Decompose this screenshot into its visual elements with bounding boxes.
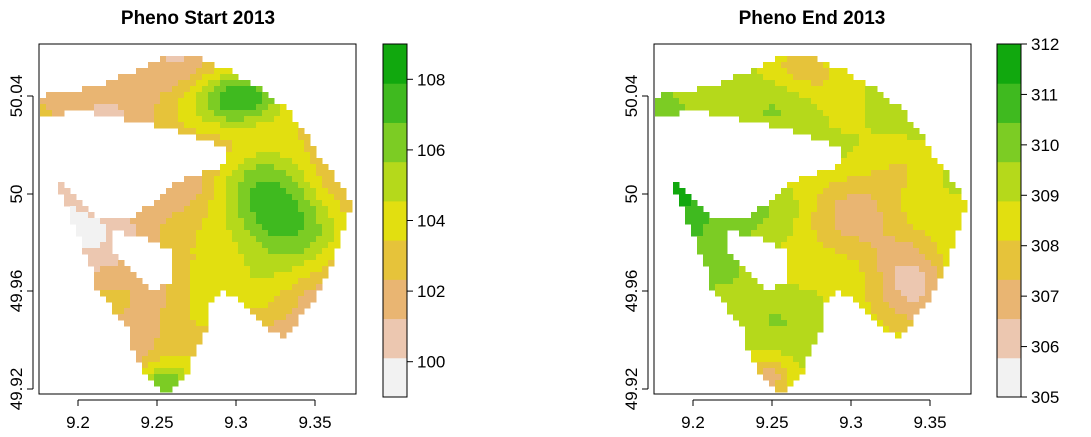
legend-tick-label: 312 [1031, 35, 1059, 54]
legend-color-band [383, 122, 407, 163]
color-legend: 100 102 104 106 108 [382, 43, 445, 398]
plot-frame [38, 43, 357, 395]
legend-color-band [997, 44, 1021, 84]
y-tick-label: 50.04 [622, 75, 641, 118]
x-tick-label: 9.2 [66, 413, 90, 432]
legend-color-band [383, 200, 407, 241]
legend-frame [996, 43, 1022, 398]
legend-color-band [383, 318, 407, 359]
x-tick-label: 9.25 [140, 413, 173, 432]
legend-color-band [383, 240, 407, 280]
x-tick-label: 9.35 [913, 413, 946, 432]
map-panel-end: Pheno End 2013 9.2 9.25 9.3 9.35 49.92 4… [617, 0, 1091, 437]
map-plot-end: Pheno End 2013 9.2 9.25 9.3 9.35 49.92 4… [622, 8, 1059, 432]
color-legend: 305 306 307 308 309 310 311 312 [996, 35, 1059, 407]
legend-tick-label: 102 [417, 282, 445, 301]
y-tick-label: 50 [622, 185, 641, 204]
map-title: Pheno Start 2013 [121, 8, 275, 29]
y-tick-label: 49.96 [7, 270, 26, 313]
legend-color-band [997, 240, 1021, 280]
legend-color-band [997, 122, 1021, 163]
x-tick-label: 9.3 [224, 413, 248, 432]
y-tick-label: 50.04 [7, 75, 26, 118]
map-panel-start: Pheno Start 2013 9.2 9.25 9.3 9.35 49.92… [0, 0, 545, 437]
x-axis: 9.2 9.25 9.3 9.35 [681, 399, 947, 432]
map-title: Pheno End 2013 [739, 8, 886, 29]
legend-color-band [997, 161, 1021, 202]
y-tick-label: 49.96 [622, 270, 641, 313]
legend-color-band [383, 161, 407, 202]
x-tick-label: 9.35 [298, 413, 331, 432]
legend-tick-label: 104 [417, 212, 445, 231]
legend-tick-label: 311 [1031, 85, 1058, 104]
legend-color-band [997, 318, 1021, 359]
legend-tick-label: 306 [1031, 338, 1059, 357]
y-tick-label: 50 [7, 185, 26, 204]
plot-frame [653, 43, 972, 395]
legend-color-band [997, 200, 1021, 241]
x-tick-label: 9.25 [755, 413, 788, 432]
legend-tick-label: 307 [1031, 287, 1059, 306]
legend-color-band [383, 83, 407, 123]
legend-color-band [383, 44, 407, 84]
legend-tick-label: 305 [1031, 388, 1059, 407]
x-tick-label: 9.2 [681, 413, 705, 432]
y-tick-label: 49.92 [7, 368, 26, 411]
legend-color-band [997, 83, 1021, 123]
legend-color-band [997, 279, 1021, 320]
x-tick-label: 9.3 [839, 413, 863, 432]
legend-color-band [997, 357, 1021, 398]
legend-tick-label: 108 [417, 70, 445, 89]
x-axis: 9.2 9.25 9.3 9.35 [66, 399, 332, 432]
legend-color-band [383, 279, 407, 320]
y-axis: 49.92 49.96 50 50.04 [622, 75, 649, 411]
legend-tick-label: 308 [1031, 237, 1059, 256]
legend-tick-label: 310 [1031, 136, 1059, 155]
raster-layer [40, 56, 353, 393]
legend-color-band [383, 357, 407, 398]
legend-tick-label: 106 [417, 141, 445, 160]
legend-tick-label: 309 [1031, 186, 1059, 205]
raster-layer [655, 56, 968, 393]
map-plot-start: Pheno Start 2013 9.2 9.25 9.3 9.35 49.92… [7, 8, 445, 432]
y-axis: 49.92 49.96 50 50.04 [7, 75, 34, 411]
legend-tick-label: 100 [417, 353, 445, 372]
y-tick-label: 49.92 [622, 368, 641, 411]
